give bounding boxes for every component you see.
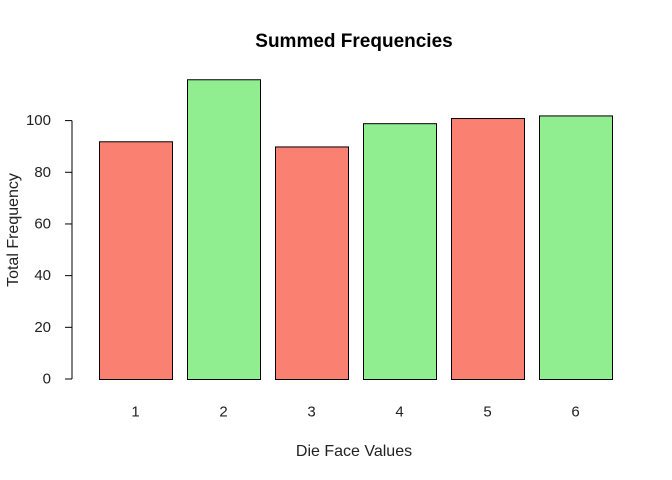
x-tick-label: 6 [571, 404, 579, 421]
chart-title: Summed Frequencies [255, 31, 452, 52]
x-tick-label: 4 [395, 404, 403, 421]
bar-4 [363, 123, 437, 380]
y-tick-label: 100 [26, 112, 51, 129]
x-tick-label: 3 [307, 404, 315, 421]
x-axis-label: Die Face Values [296, 443, 412, 460]
x-axis-ticks: 1 2 3 4 5 6 [131, 404, 579, 421]
bar-3 [275, 146, 349, 380]
bar-6 [539, 115, 613, 380]
y-tick-label: 20 [34, 319, 51, 336]
y-axis-label: Total Frequency [5, 173, 22, 287]
bar-2 [187, 79, 261, 380]
y-tick-label: 0 [43, 371, 51, 388]
y-axis: 0 20 40 60 80 100 [26, 112, 73, 388]
x-tick-label: 1 [131, 404, 139, 421]
bars [99, 79, 613, 381]
bar-5 [451, 118, 525, 381]
bar-1 [99, 141, 173, 380]
y-tick-label: 40 [34, 267, 51, 284]
x-tick-label: 5 [483, 404, 491, 421]
x-tick-label: 2 [219, 404, 227, 421]
y-tick-label: 60 [34, 215, 51, 232]
y-tick-label: 80 [34, 164, 51, 181]
